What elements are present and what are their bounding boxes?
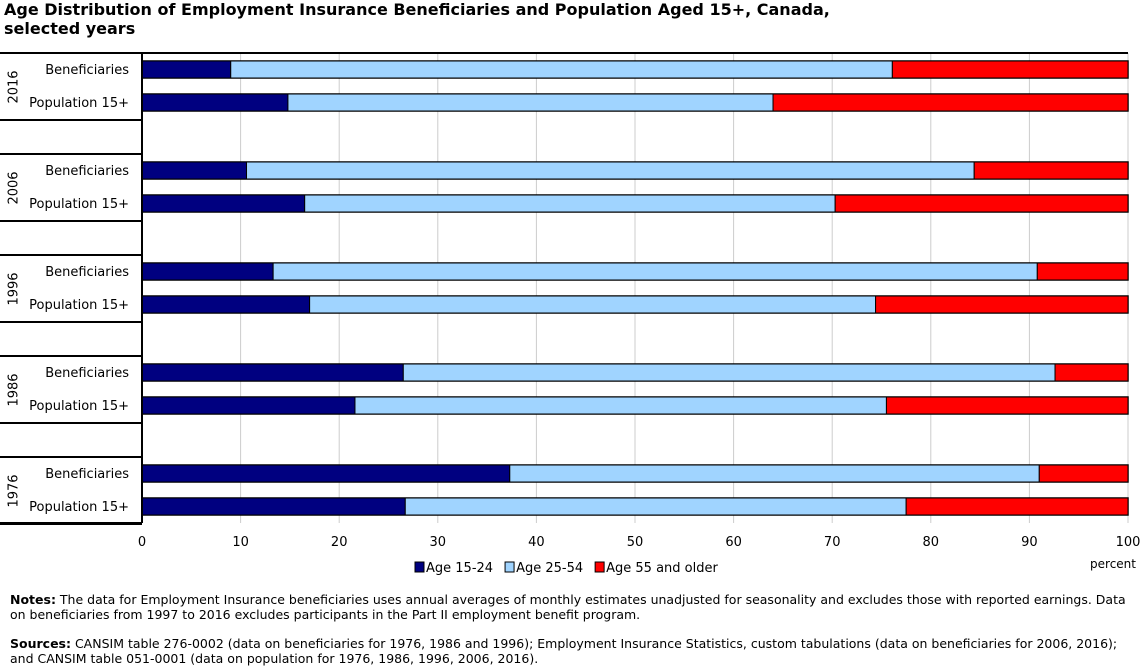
bar-segment-age-25-54: [309, 295, 877, 314]
year-label: 1986: [7, 373, 22, 406]
x-tick-label: 70: [824, 535, 841, 550]
bar-segment-age-25-54: [230, 60, 893, 79]
bar-segment-age-15-24: [141, 60, 232, 79]
bar-segment-age-55-and-older: [885, 396, 1129, 415]
notes-paragraph: Notes: The data for Employment Insurance…: [10, 592, 1130, 622]
bar-segment-age-15-24: [141, 262, 274, 281]
x-tick-label: 20: [331, 535, 348, 550]
legend-swatch: [504, 561, 515, 573]
legend-label: Age 15-24: [426, 561, 493, 576]
bar-segment-age-25-54: [354, 396, 887, 415]
year-label: 1976: [7, 474, 22, 507]
bar-segment-age-55-and-older: [1036, 262, 1129, 281]
bar-segment-age-25-54: [246, 161, 975, 180]
bar-segment-age-15-24: [141, 464, 511, 483]
legend-swatch: [414, 561, 425, 573]
bar-segment-age-15-24: [141, 363, 404, 382]
notes-text: The data for Employment Insurance benefi…: [10, 592, 1126, 622]
bar-segment-age-55-and-older: [905, 497, 1129, 516]
x-tick-label: 80: [923, 535, 940, 550]
bar-segment-age-55-and-older: [973, 161, 1129, 180]
bar-segment-age-15-24: [141, 194, 306, 213]
bar-segment-age-25-54: [304, 194, 836, 213]
bar-segment-age-15-24: [141, 295, 311, 314]
bar-segment-age-25-54: [287, 93, 774, 112]
bar-segment-age-25-54: [404, 497, 907, 516]
x-tick-label: 100: [1116, 535, 1140, 550]
bar-category-label: Population 15+: [29, 96, 129, 111]
bar-category-label: Population 15+: [29, 298, 129, 313]
x-tick-label: 40: [528, 535, 545, 550]
sources-paragraph: Sources: CANSIM table 276-0002 (data on …: [10, 636, 1130, 666]
x-tick-label: 0: [138, 535, 146, 550]
bar-segment-age-55-and-older: [1054, 363, 1129, 382]
sources-text: CANSIM table 276-0002 (data on beneficia…: [10, 636, 1118, 666]
x-tick-label: 50: [627, 535, 644, 550]
notes-section: Notes: The data for Employment Insurance…: [10, 592, 1130, 669]
bar-segment-age-15-24: [141, 161, 248, 180]
bar-segment-age-25-54: [509, 464, 1040, 483]
legend-label: Age 55 and older: [606, 561, 718, 576]
bar-category-label: Population 15+: [29, 399, 129, 414]
bar-category-label: Population 15+: [29, 500, 129, 515]
bar-segment-age-55-and-older: [875, 295, 1129, 314]
bar-category-label: Beneficiaries: [45, 467, 129, 482]
x-tick-label: 30: [430, 535, 447, 550]
bar-segment-age-55-and-older: [834, 194, 1129, 213]
bar-segment-age-55-and-older: [772, 93, 1129, 112]
legend-label: Age 25-54: [516, 561, 583, 576]
chart-title: Age Distribution of Employment Insurance…: [4, 0, 830, 38]
x-tick-label: 10: [232, 535, 249, 550]
bar-category-label: Population 15+: [29, 197, 129, 212]
bar-segment-age-15-24: [141, 497, 406, 516]
bar-segment-age-15-24: [141, 396, 356, 415]
x-tick-label: 60: [725, 535, 742, 550]
bar-segment-age-55-and-older: [1038, 464, 1129, 483]
bar-segment-age-55-and-older: [891, 60, 1129, 79]
x-tick-label: 90: [1021, 535, 1038, 550]
bar-category-label: Beneficiaries: [45, 366, 129, 381]
legend-swatch: [594, 561, 605, 573]
bar-segment-age-25-54: [402, 363, 1056, 382]
bar-segment-age-15-24: [141, 93, 289, 112]
bar-segment-age-25-54: [272, 262, 1038, 281]
year-label: 1996: [7, 272, 22, 305]
sources-label: Sources:: [10, 636, 71, 651]
bar-category-label: Beneficiaries: [45, 265, 129, 280]
bar-category-label: Beneficiaries: [45, 63, 129, 78]
year-label: 2016: [7, 70, 22, 103]
bar-category-label: Beneficiaries: [45, 164, 129, 179]
x-axis-label: percent: [1090, 557, 1136, 571]
year-label: 2006: [7, 171, 22, 204]
notes-label: Notes:: [10, 592, 56, 607]
